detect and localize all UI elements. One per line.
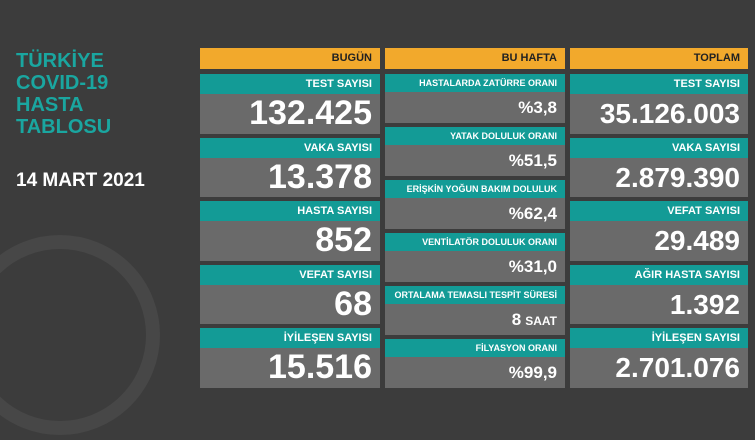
title-line: COVID-19 (16, 72, 109, 94)
value-text: %51,5 (508, 151, 557, 170)
card-value: 852 (200, 221, 380, 261)
value-text: 68 (334, 284, 372, 323)
value-text: 13.378 (268, 157, 372, 196)
card-label: AĞIR HASTA SAYISI (570, 264, 748, 285)
card-value: %62,4 (385, 198, 565, 229)
value-text: %31,0 (508, 257, 557, 276)
card-label: HASTALARDA ZATÜRRE ORANI (385, 74, 565, 92)
value-text: 852 (315, 221, 372, 260)
card-value: 15.516 (200, 348, 380, 388)
card-value: 132.425 (200, 94, 380, 134)
value-text: %62,4 (508, 204, 557, 223)
card-value: %99,9 (385, 357, 565, 388)
title-line: HASTA (16, 94, 84, 116)
value-text: 132.425 (249, 94, 372, 132)
card-label: VAKA SAYISI (570, 137, 748, 158)
card-label: VEFAT SAYISI (200, 264, 380, 285)
card-label: HASTA SAYISI (200, 201, 380, 222)
card-label: VEFAT SAYISI (570, 201, 748, 222)
value-text: 15.516 (268, 348, 372, 387)
card-value: 8 SAAT (385, 304, 565, 335)
card-value: %3,8 (385, 92, 565, 123)
value-text: 2.701.076 (615, 352, 740, 384)
value-text: 2.879.390 (615, 161, 740, 193)
value-text: 1.392 (669, 288, 740, 320)
date: 14 MART 2021 (16, 170, 145, 191)
value-text: %99,9 (508, 363, 557, 382)
title-line: TABLOSU (16, 116, 112, 138)
card-label: TEST SAYISI (570, 74, 748, 94)
title: TÜRKİYE COVID-19 HASTA TABLOSU (16, 50, 111, 138)
emblem (0, 235, 160, 435)
value-text: 35.126.003 (599, 98, 740, 129)
card-label: YATAK DOLULUK ORANI (385, 127, 565, 145)
value-text: 29.489 (654, 225, 740, 257)
value-unit: SAAT (525, 314, 557, 328)
card-label: VENTİLATÖR DOLULUK ORANI (385, 233, 565, 251)
card-value: 35.126.003 (570, 94, 748, 134)
card-value: %51,5 (385, 145, 565, 176)
card-label: TEST SAYISI (200, 74, 380, 94)
card-value: 68 (200, 284, 380, 325)
value-text: %3,8 (518, 98, 557, 117)
card-value: 1.392 (570, 284, 748, 325)
value-text: 8 (511, 310, 522, 329)
card-label: ORTALAMA TEMASLI TESPİT SÜRESİ (385, 286, 565, 304)
column-header: BU HAFTA (385, 48, 565, 69)
card-value: %31,0 (385, 251, 565, 282)
column-header: TOPLAM (570, 48, 748, 69)
card-value: 2.701.076 (570, 348, 748, 388)
card-label: ERİŞKİN YOĞUN BAKIM DOLULUK ORANI (385, 180, 565, 212)
title-line: TÜRKİYE (16, 50, 104, 72)
card-label: İYİLEŞEN SAYISI (570, 328, 748, 349)
card-label: İYİLEŞEN SAYISI (200, 328, 380, 349)
card-label: FİLYASYON ORANI (385, 339, 565, 357)
card-value: 13.378 (200, 157, 380, 198)
card-label: VAKA SAYISI (200, 137, 380, 158)
card-value: 29.489 (570, 221, 748, 261)
card-value: 2.879.390 (570, 157, 748, 198)
column-header: BUGÜN (200, 48, 380, 69)
